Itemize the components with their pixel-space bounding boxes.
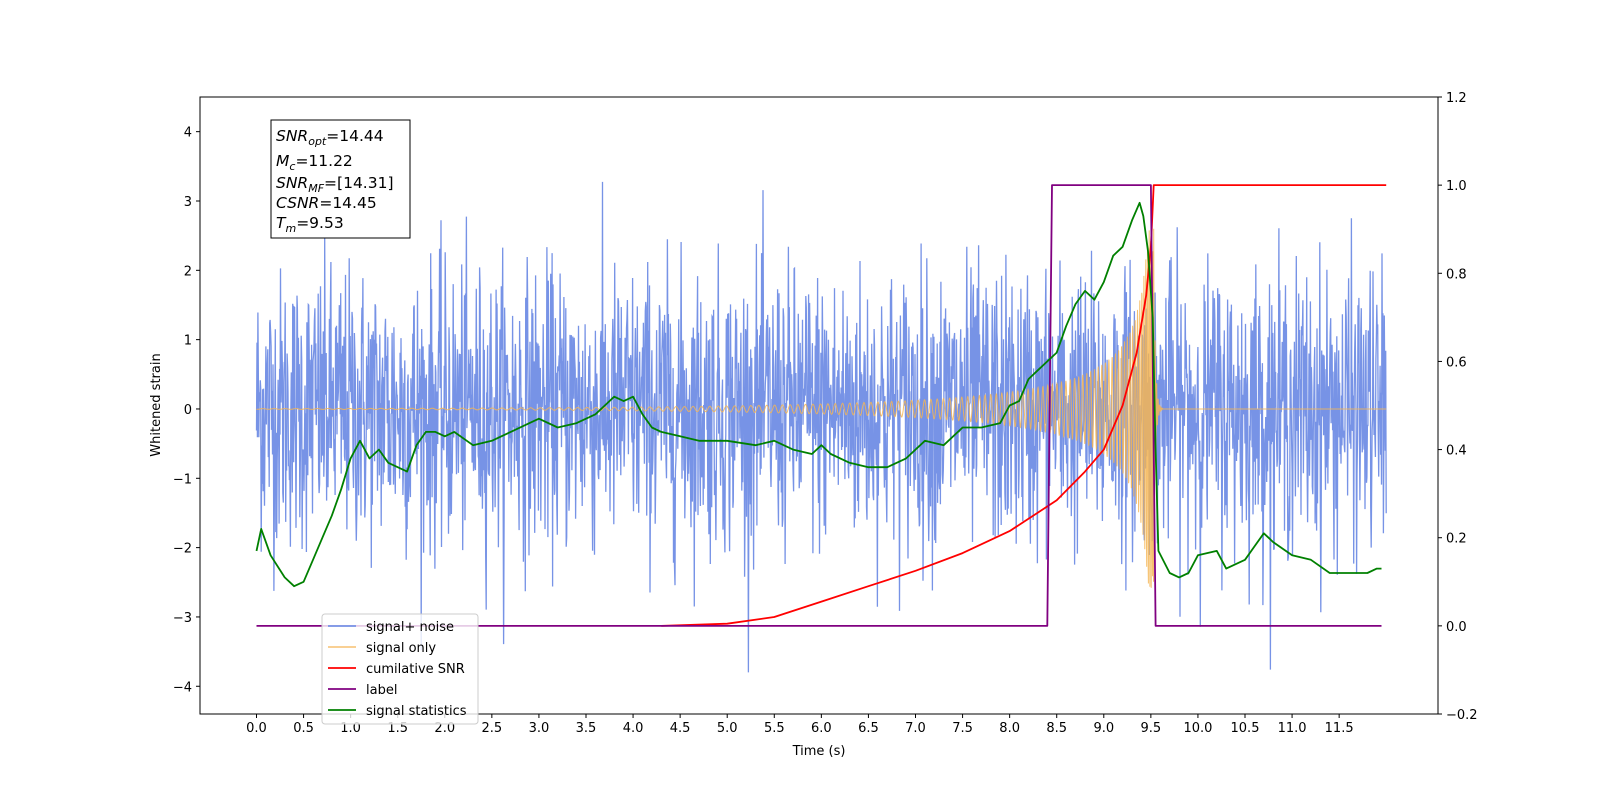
series-label	[256, 184, 1382, 627]
y-tick-label: 0	[184, 403, 192, 418]
info-snr-mf: SNRMF=[14.31]	[276, 174, 394, 195]
y-tick-label: 2	[184, 264, 192, 279]
info-box-frame	[270, 119, 411, 239]
y2-tick-label: 1.2	[1446, 91, 1467, 106]
x-tick-label: 4.5	[670, 721, 691, 736]
info-tm: Tm=9.53	[276, 214, 344, 235]
y-tick-label: −3	[173, 611, 192, 626]
legend-label: signal statistics	[366, 704, 467, 719]
x-tick-label: 11.5	[1325, 721, 1354, 736]
x-tick-label: 6.0	[811, 721, 832, 736]
x-tick-label: 9.5	[1141, 721, 1162, 736]
y-axis-label: Whitened strain	[149, 353, 164, 456]
x-tick-label: 4.0	[623, 721, 644, 736]
y-tick-label: −1	[173, 472, 192, 487]
series-signal-only	[256, 228, 1387, 588]
y2-tick-label: 0.2	[1446, 532, 1467, 547]
x-tick-label: 6.5	[858, 721, 879, 736]
x-tick-label: 0.5	[293, 721, 314, 736]
x-tick-label: 7.0	[905, 721, 926, 736]
series-signal-statistics	[255, 201, 1382, 588]
info-csnr: CSNR=14.45	[276, 194, 377, 212]
y-axis-left: 4 3 2 1 0 −1 −2 −3 −4	[173, 126, 200, 695]
x-tick-label: 8.5	[1046, 721, 1067, 736]
legend-label: label	[366, 683, 397, 698]
series-cumilative-snr	[661, 184, 1387, 627]
info-box: SNRopt=14.44 Mc=11.22 SNRMF=[14.31] CSNR…	[270, 119, 411, 239]
x-tick-label: 1.0	[340, 721, 361, 736]
y2-tick-label: 1.0	[1446, 179, 1467, 194]
y-tick-label: 3	[184, 195, 192, 210]
x-tick-label: 9.0	[1093, 721, 1114, 736]
x-tick-label: 1.5	[387, 721, 408, 736]
y2-tick-label: 0.6	[1446, 355, 1467, 370]
x-tick-label: 11.0	[1278, 721, 1307, 736]
x-tick-label: 2.5	[482, 721, 503, 736]
x-tick-label: 10.0	[1183, 721, 1212, 736]
plot-area	[255, 181, 1387, 673]
y-tick-label: −2	[173, 542, 192, 557]
x-tick-label: 0.0	[246, 721, 267, 736]
y2-tick-label: 0.0	[1446, 620, 1467, 635]
y2-tick-label: −0.2	[1446, 708, 1478, 723]
legend-frame	[321, 613, 479, 725]
series-signal-noise	[255, 181, 1387, 673]
y-tick-label: 1	[184, 334, 192, 349]
legend-label: cumilative SNR	[366, 662, 465, 677]
x-tick-label: 3.0	[529, 721, 550, 736]
info-snr-opt: SNRopt=14.44	[276, 127, 384, 148]
x-tick-label: 10.5	[1231, 721, 1260, 736]
legend: signal+ noise signal only cumilative SNR la…	[321, 613, 479, 725]
x-tick-label: 5.5	[764, 721, 785, 736]
y2-tick-label: 0.8	[1446, 267, 1467, 282]
y-tick-label: 4	[184, 126, 192, 141]
legend-label: signal+ noise	[366, 620, 454, 635]
y2-tick-label: 0.4	[1446, 444, 1467, 459]
info-mc: Mc=11.22	[276, 152, 353, 173]
x-axis: 0.0 0.5 1.0 1.5 2.0 2.5 3.0 3.5 4.0 4.5 5.0 5.5 6.0 6…	[246, 714, 1354, 736]
x-tick-label: 8.0	[999, 721, 1020, 736]
x-tick-label: 3.5	[576, 721, 597, 736]
x-tick-label: 5.0	[717, 721, 738, 736]
x-axis-label: Time (s)	[792, 744, 846, 759]
x-tick-label: 2.0	[434, 721, 455, 736]
y-axis-right: 1.2 1.0 0.8 0.6 0.4 0.2 0.0 −0.2	[1438, 91, 1478, 723]
y-tick-label: −4	[173, 680, 192, 695]
plot-frame	[199, 96, 1439, 715]
legend-label: signal only	[366, 641, 436, 656]
x-tick-label: 7.5	[952, 721, 973, 736]
